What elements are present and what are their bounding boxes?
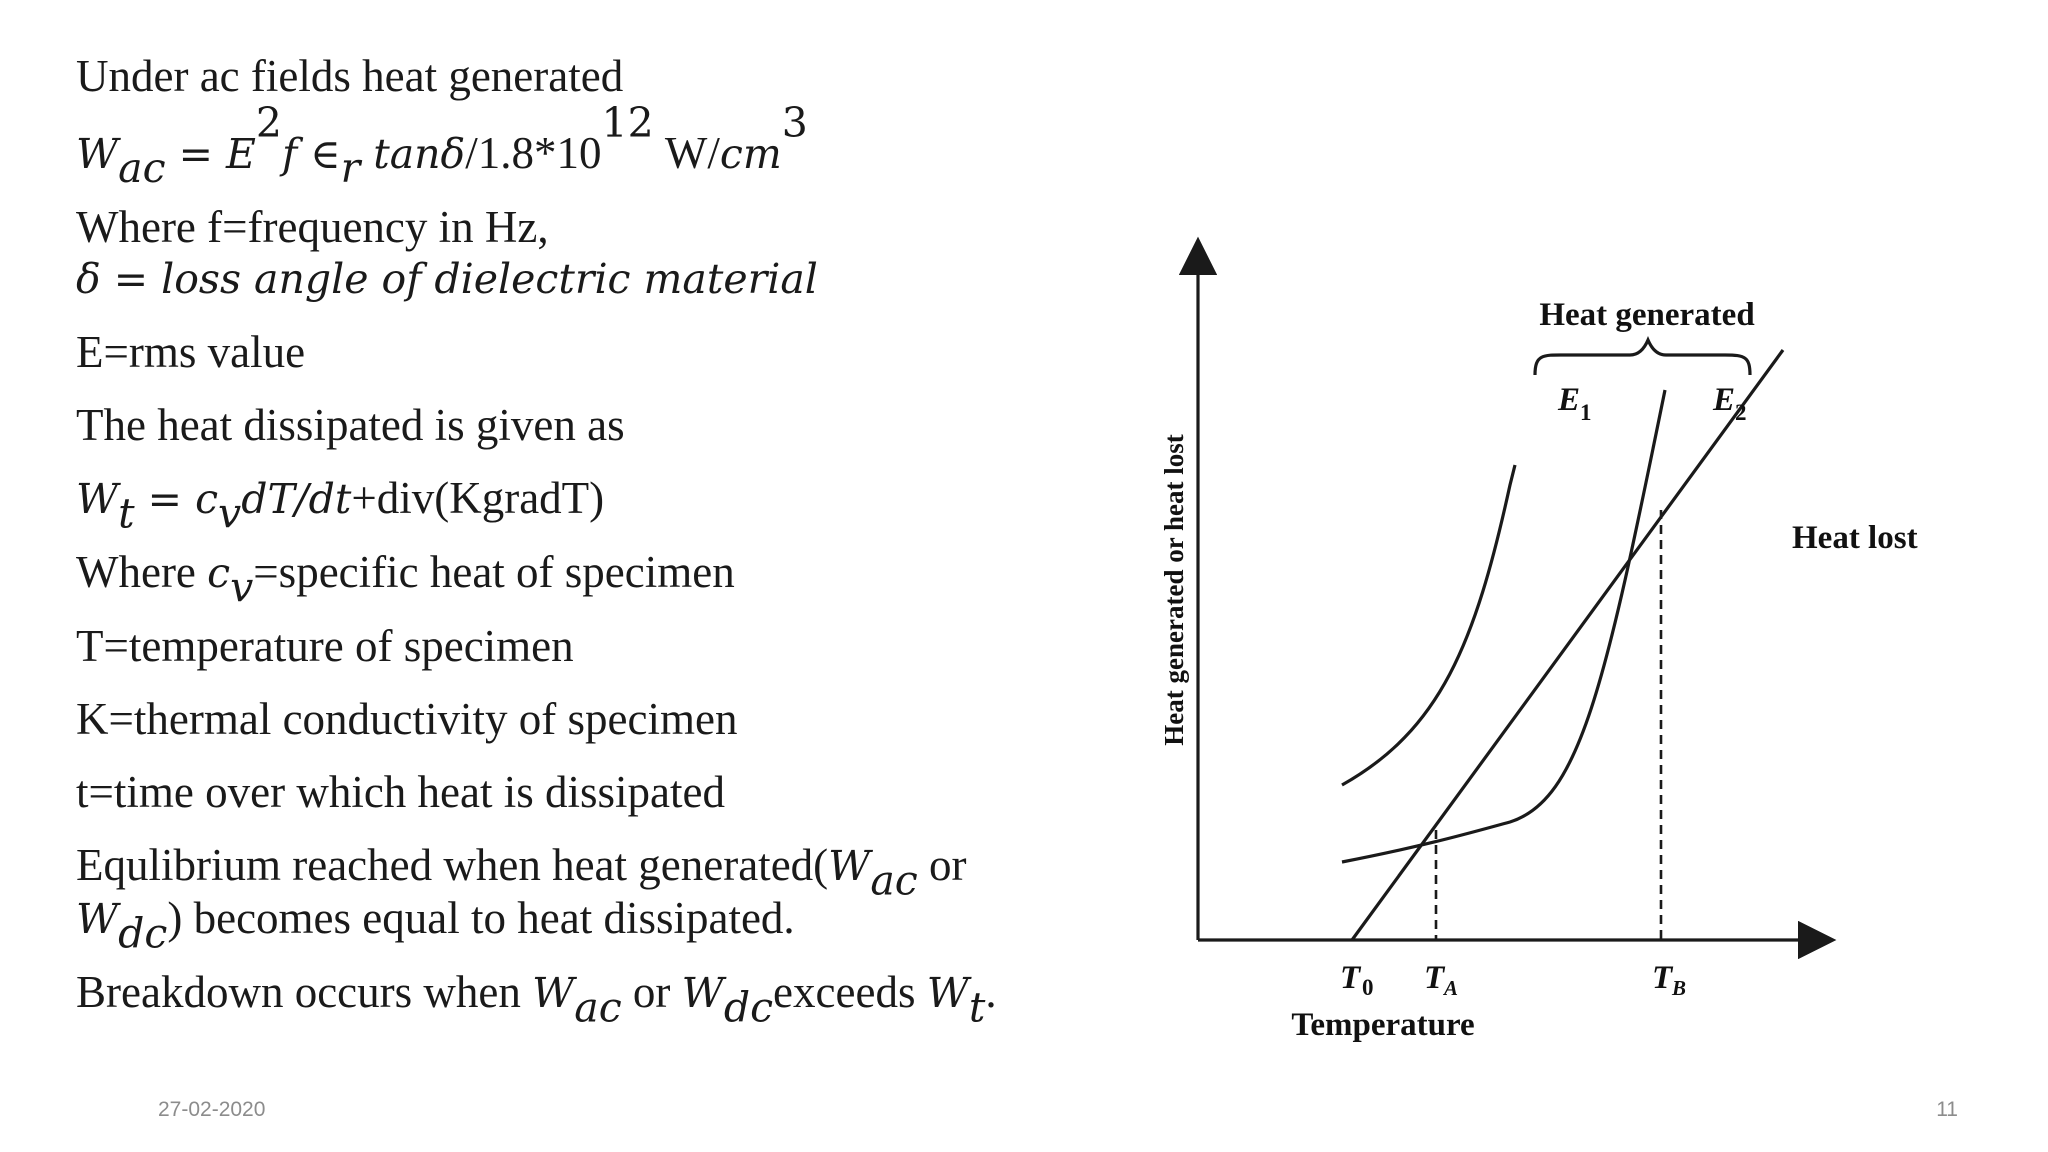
t0-label: T 0	[1340, 960, 1374, 1000]
heat-lost-line	[1350, 349, 1785, 941]
e2-label: E 2	[1712, 382, 1747, 425]
heat-dissipated-intro: The heat dissipated is given as	[76, 399, 625, 450]
cv-definition: Where cv=specific heat of specimen	[76, 546, 735, 612]
thermal-breakdown-diagram: Heat generated or heat lost Temperature …	[1159, 236, 1918, 1043]
curve-e1	[1341, 464, 1517, 787]
equilibrium-statement: Equlibrium reached when heat generated(W…	[76, 839, 1076, 958]
x-axis-label: Temperature	[1291, 1007, 1474, 1043]
svg-text:B: B	[1671, 976, 1686, 1000]
heat-generated-intro: Under ac fields heat generated	[76, 51, 624, 101]
curve-e2	[1341, 389, 1667, 864]
e-rms-definition: E=rms value	[76, 326, 306, 377]
svg-text:T: T	[1340, 960, 1362, 996]
equilibrium-line-2: Wdc) becomes equal to heat dissipated.	[76, 892, 795, 958]
wt-formula: Wt = cvdT/dt+div(KgradT)	[76, 472, 605, 538]
equilibrium-line-1: Equlibrium reached when heat generated(W…	[76, 839, 967, 905]
svg-text:0: 0	[1362, 975, 1374, 1000]
temperature-definition: T=temperature of specimen	[76, 620, 574, 671]
svg-text:E: E	[1557, 382, 1580, 418]
slide-number: 11	[1936, 1098, 1958, 1121]
svg-text:A: A	[1442, 976, 1458, 1000]
where-f-line: Where f=frequency in Hz,	[76, 201, 549, 252]
tb-label: T B	[1652, 960, 1686, 1000]
svg-text:T: T	[1424, 960, 1446, 996]
ta-label: T A	[1424, 960, 1458, 1000]
frequency-definition: Where f=frequency in Hz, δ = loss angle …	[76, 201, 1076, 305]
heat-generated-brace	[1533, 335, 1752, 376]
slide-body: Under ac fields heat generated Wac = E2f…	[76, 50, 1076, 1040]
breakdown-statement: Breakdown occurs when Wac or Wdcexceeds …	[76, 966, 997, 1032]
e1-label: E 1	[1557, 382, 1592, 425]
svg-text:2: 2	[1735, 400, 1747, 425]
svg-text:E: E	[1712, 382, 1735, 418]
heat-generated-label: Heat generated	[1539, 297, 1754, 333]
conductivity-definition: K=thermal conductivity of specimen	[76, 693, 738, 744]
svg-text:1: 1	[1580, 400, 1592, 425]
delta-definition: δ = loss angle of dielectric material	[76, 254, 818, 303]
y-axis-label: Heat generated or heat lost	[1159, 434, 1189, 745]
svg-text:T: T	[1652, 960, 1674, 996]
heat-lost-label: Heat lost	[1792, 520, 1918, 556]
wac-formula: Wac = E2f ∈r tanδ/1.8*1012 W/cm3	[76, 99, 808, 193]
time-definition: t=time over which heat is dissipated	[76, 766, 725, 817]
footer-date: 27-02-2020	[158, 1098, 266, 1121]
